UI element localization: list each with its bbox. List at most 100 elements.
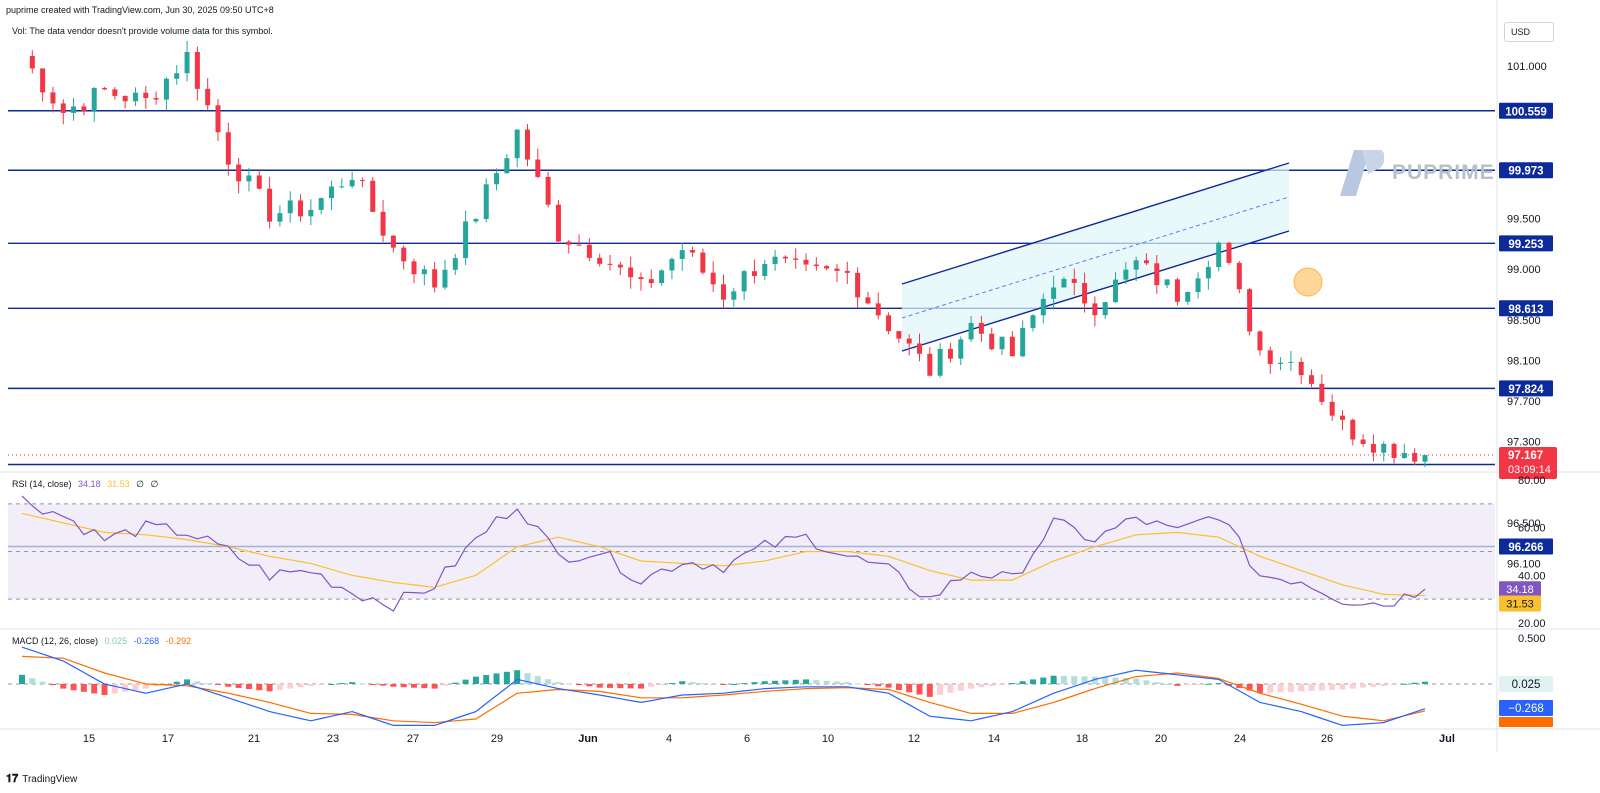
- candle-body: [731, 291, 737, 300]
- candle-body: [1257, 331, 1263, 351]
- candle-body: [390, 235, 396, 248]
- macd-histogram-bar: [1071, 676, 1078, 684]
- macd-histogram-bar: [49, 684, 56, 686]
- tradingview-footer-text: TradingView: [22, 774, 78, 785]
- candle-body: [1123, 269, 1129, 280]
- macd-histogram-bar: [1143, 680, 1150, 684]
- candle-body: [1092, 303, 1098, 316]
- candle-body: [721, 284, 726, 300]
- macd-histogram-bar: [225, 684, 232, 687]
- candle-body: [1267, 350, 1273, 365]
- macd-hist-value: 0.025: [104, 636, 128, 646]
- price-axis-tick: 98.100: [1507, 355, 1541, 367]
- macd-signal-label-bg: [1499, 717, 1553, 727]
- macd-histogram-bar: [1164, 684, 1171, 685]
- watermark-text: PUPRIME: [1392, 161, 1495, 184]
- candle-body: [586, 244, 592, 258]
- rsi-line: [21, 495, 1426, 612]
- rsi-band: [8, 503, 1495, 600]
- macd-histogram-bar: [514, 670, 521, 684]
- time-axis-label: Jun: [578, 733, 598, 745]
- time-axis-label: 24: [1234, 733, 1246, 745]
- macd-histogram-bar: [968, 684, 975, 689]
- currency-button[interactable]: USD: [1504, 22, 1554, 42]
- macd-line: [21, 646, 1426, 727]
- macd-histogram-bar: [111, 684, 118, 694]
- time-axis-label: 21: [248, 733, 260, 745]
- candle-body: [452, 258, 458, 270]
- candle-body: [308, 209, 314, 217]
- macd-histogram-bar: [297, 684, 304, 688]
- candle-body: [968, 322, 974, 340]
- volume-note: Vol: The data vendor doesn't provide vol…: [12, 26, 273, 36]
- candle-body: [514, 129, 520, 159]
- time-axis-label: 4: [666, 733, 672, 745]
- candle-body: [958, 339, 964, 359]
- level-label: 97.824: [1508, 384, 1544, 396]
- candle-body: [1113, 279, 1119, 303]
- candle-body: [442, 269, 448, 288]
- rsi-value-label-bg: [1499, 581, 1541, 598]
- macd-title-bar: MACD (12, 26, close) 0.025 -0.268 -0.292: [12, 636, 195, 646]
- macd-histogram-bar: [1246, 684, 1253, 691]
- macd-histogram-bar: [1050, 675, 1057, 684]
- candle-body: [184, 52, 190, 74]
- candle-body: [1391, 443, 1397, 458]
- candle-body: [1309, 375, 1315, 384]
- macd-histogram-bar: [256, 684, 263, 691]
- candle-body: [153, 98, 159, 100]
- candle-body: [370, 180, 376, 212]
- macd-histogram-bar: [576, 684, 583, 685]
- candle-body: [1370, 443, 1376, 453]
- macd-histogram-bar: [1153, 682, 1160, 684]
- macd-histogram-bar: [833, 681, 840, 684]
- rsi-extra-1: ∅: [136, 479, 144, 489]
- macd-histogram-bar: [679, 681, 686, 684]
- time-axis-label: Jul: [1439, 733, 1455, 745]
- candle-body: [236, 164, 242, 182]
- macd-histogram-bar: [70, 684, 77, 691]
- candle-body: [648, 279, 654, 284]
- candle-body: [339, 186, 345, 188]
- macd-histogram-bar: [328, 684, 335, 685]
- candle-body: [1236, 262, 1242, 290]
- macd-histogram-bar: [287, 684, 294, 689]
- chart-credit: puprime created with TradingView.com, Ju…: [6, 5, 274, 15]
- macd-line-value: -0.268: [133, 636, 160, 646]
- macd-histogram-bar: [813, 680, 820, 684]
- candle-body: [927, 353, 933, 376]
- candle-body: [1009, 336, 1015, 357]
- macd-histogram-bar: [245, 684, 252, 690]
- level-label: 99.973: [1508, 166, 1543, 178]
- candle-body: [1020, 327, 1026, 357]
- macd-hist-label-bg: [1499, 676, 1553, 692]
- tradingview-footer: 𝟏𝟕 TradingView: [6, 773, 77, 786]
- macd-histogram-bar: [844, 682, 851, 684]
- macd-histogram-bar: [1401, 683, 1408, 685]
- macd-histogram-bar: [1349, 684, 1356, 689]
- macd-histogram-bar: [1318, 684, 1325, 691]
- candle-body: [1350, 419, 1356, 440]
- rsi-ma-label-bg: [1499, 595, 1541, 612]
- macd-histogram-bar: [1277, 684, 1284, 693]
- macd-histogram-bar: [19, 674, 25, 684]
- rsi-value: 34.18: [78, 479, 101, 489]
- candle-body: [937, 348, 943, 376]
- candle-body: [1319, 383, 1325, 402]
- macd-histogram-bar: [411, 684, 418, 688]
- puprime-logo-icon: [1340, 150, 1384, 196]
- macd-histogram-bar: [792, 679, 799, 684]
- candle-body: [628, 267, 634, 278]
- macd-histogram-bar: [1256, 684, 1263, 694]
- candle-body: [225, 132, 231, 165]
- macd-hist-label: 0.025: [1512, 679, 1541, 691]
- candle-body: [762, 263, 768, 276]
- rsi-value-label: 34.18: [1506, 584, 1534, 596]
- candle-body: [978, 322, 984, 334]
- candle-body: [989, 333, 995, 350]
- candle-body: [555, 204, 561, 242]
- macd-histogram-bar: [1029, 679, 1036, 684]
- candle-body: [1154, 263, 1160, 286]
- time-axis-label: 6: [744, 733, 750, 745]
